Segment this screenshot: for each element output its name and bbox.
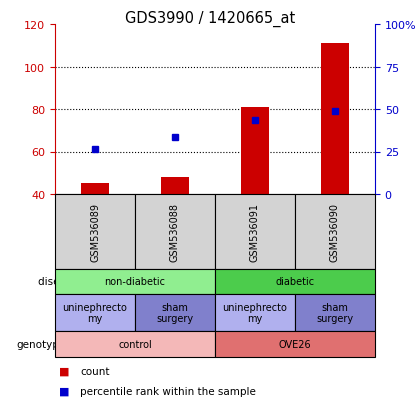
Text: OVE26: OVE26 [279, 339, 311, 349]
Bar [161, 178, 189, 195]
Text: diabetic: diabetic [276, 277, 315, 287]
Text: GDS3990 / 1420665_at: GDS3990 / 1420665_at [125, 10, 295, 26]
Bar [81, 184, 109, 195]
Text: ■: ■ [59, 386, 70, 396]
Text: uninephrecto
my: uninephrecto my [63, 302, 127, 323]
Text: GSM536090: GSM536090 [330, 202, 340, 261]
Text: GSM536089: GSM536089 [90, 202, 100, 261]
Text: GSM536088: GSM536088 [170, 202, 180, 261]
Text: sham
surgery: sham surgery [316, 302, 354, 323]
Text: ▶: ▶ [119, 339, 127, 349]
Text: non-diabetic: non-diabetic [105, 277, 165, 287]
Text: disease state: disease state [39, 277, 108, 287]
Text: control: control [118, 339, 152, 349]
Text: genotype/variation: genotype/variation [16, 339, 115, 349]
Text: count: count [80, 366, 110, 376]
Bar [241, 108, 269, 195]
Bar [321, 44, 349, 195]
Text: protocol: protocol [59, 308, 102, 318]
Text: uninephrecto
my: uninephrecto my [223, 302, 287, 323]
Text: ▶: ▶ [106, 308, 114, 318]
Text: GSM536091: GSM536091 [250, 202, 260, 261]
Text: percentile rank within the sample: percentile rank within the sample [80, 386, 256, 396]
Text: sham
surgery: sham surgery [156, 302, 194, 323]
Text: ■: ■ [59, 366, 70, 376]
Text: ▶: ▶ [112, 277, 120, 287]
